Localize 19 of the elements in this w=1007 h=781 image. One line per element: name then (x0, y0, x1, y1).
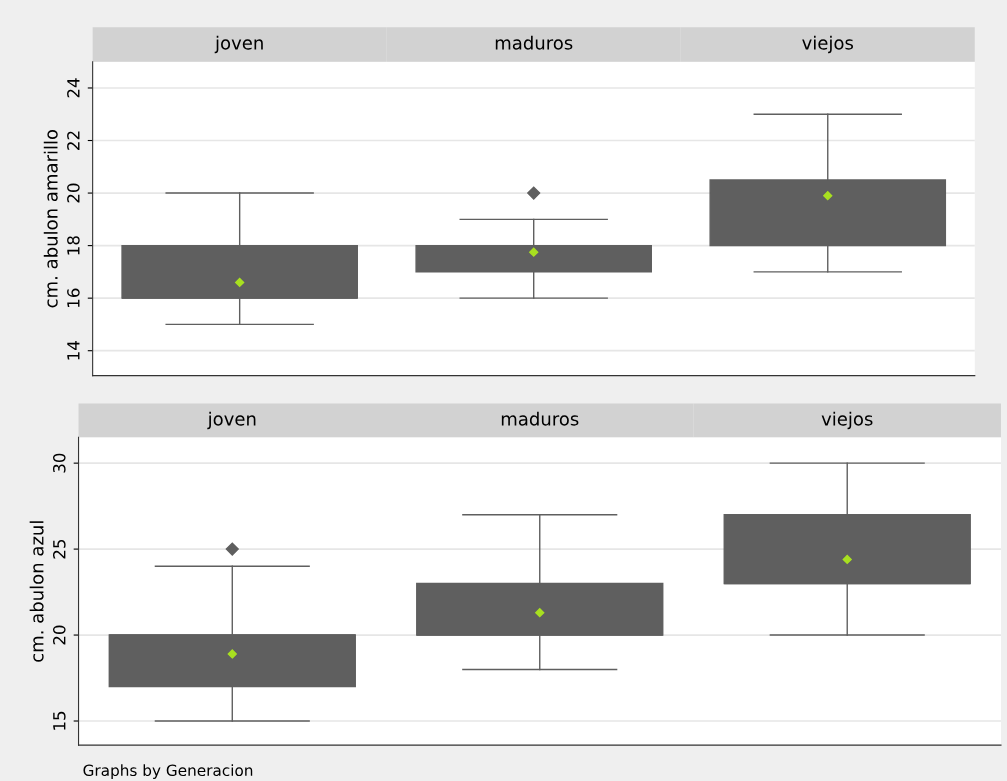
x-tick-label: viejos (802, 35, 854, 54)
x-tick-label: joven (214, 35, 263, 54)
y-tick-label: 15 (53, 711, 66, 730)
y-axis-title: cm. abulon amarillo (43, 129, 58, 308)
x-tick-label: maduros (501, 411, 579, 426)
y-tick-label: 14 (67, 341, 80, 360)
y-tick-label: 30 (52, 453, 66, 473)
x-tick-label: joven (207, 411, 256, 430)
y-tick-label: 22 (67, 131, 80, 150)
y-tick-label: 18 (67, 236, 80, 255)
y-tick-label: 20 (67, 183, 80, 203)
text: Graphs by Generacion (83, 764, 253, 780)
x-tick-label: maduros (495, 35, 573, 50)
y-tick-label: 20 (52, 625, 66, 645)
y-axis-title: cm. abulon azul (29, 521, 44, 662)
x-tick-label: viejos (821, 411, 873, 430)
y-tick-label: 25 (52, 539, 66, 559)
y-tick-label: 16 (67, 288, 80, 307)
y-tick-label: 24 (67, 78, 80, 98)
